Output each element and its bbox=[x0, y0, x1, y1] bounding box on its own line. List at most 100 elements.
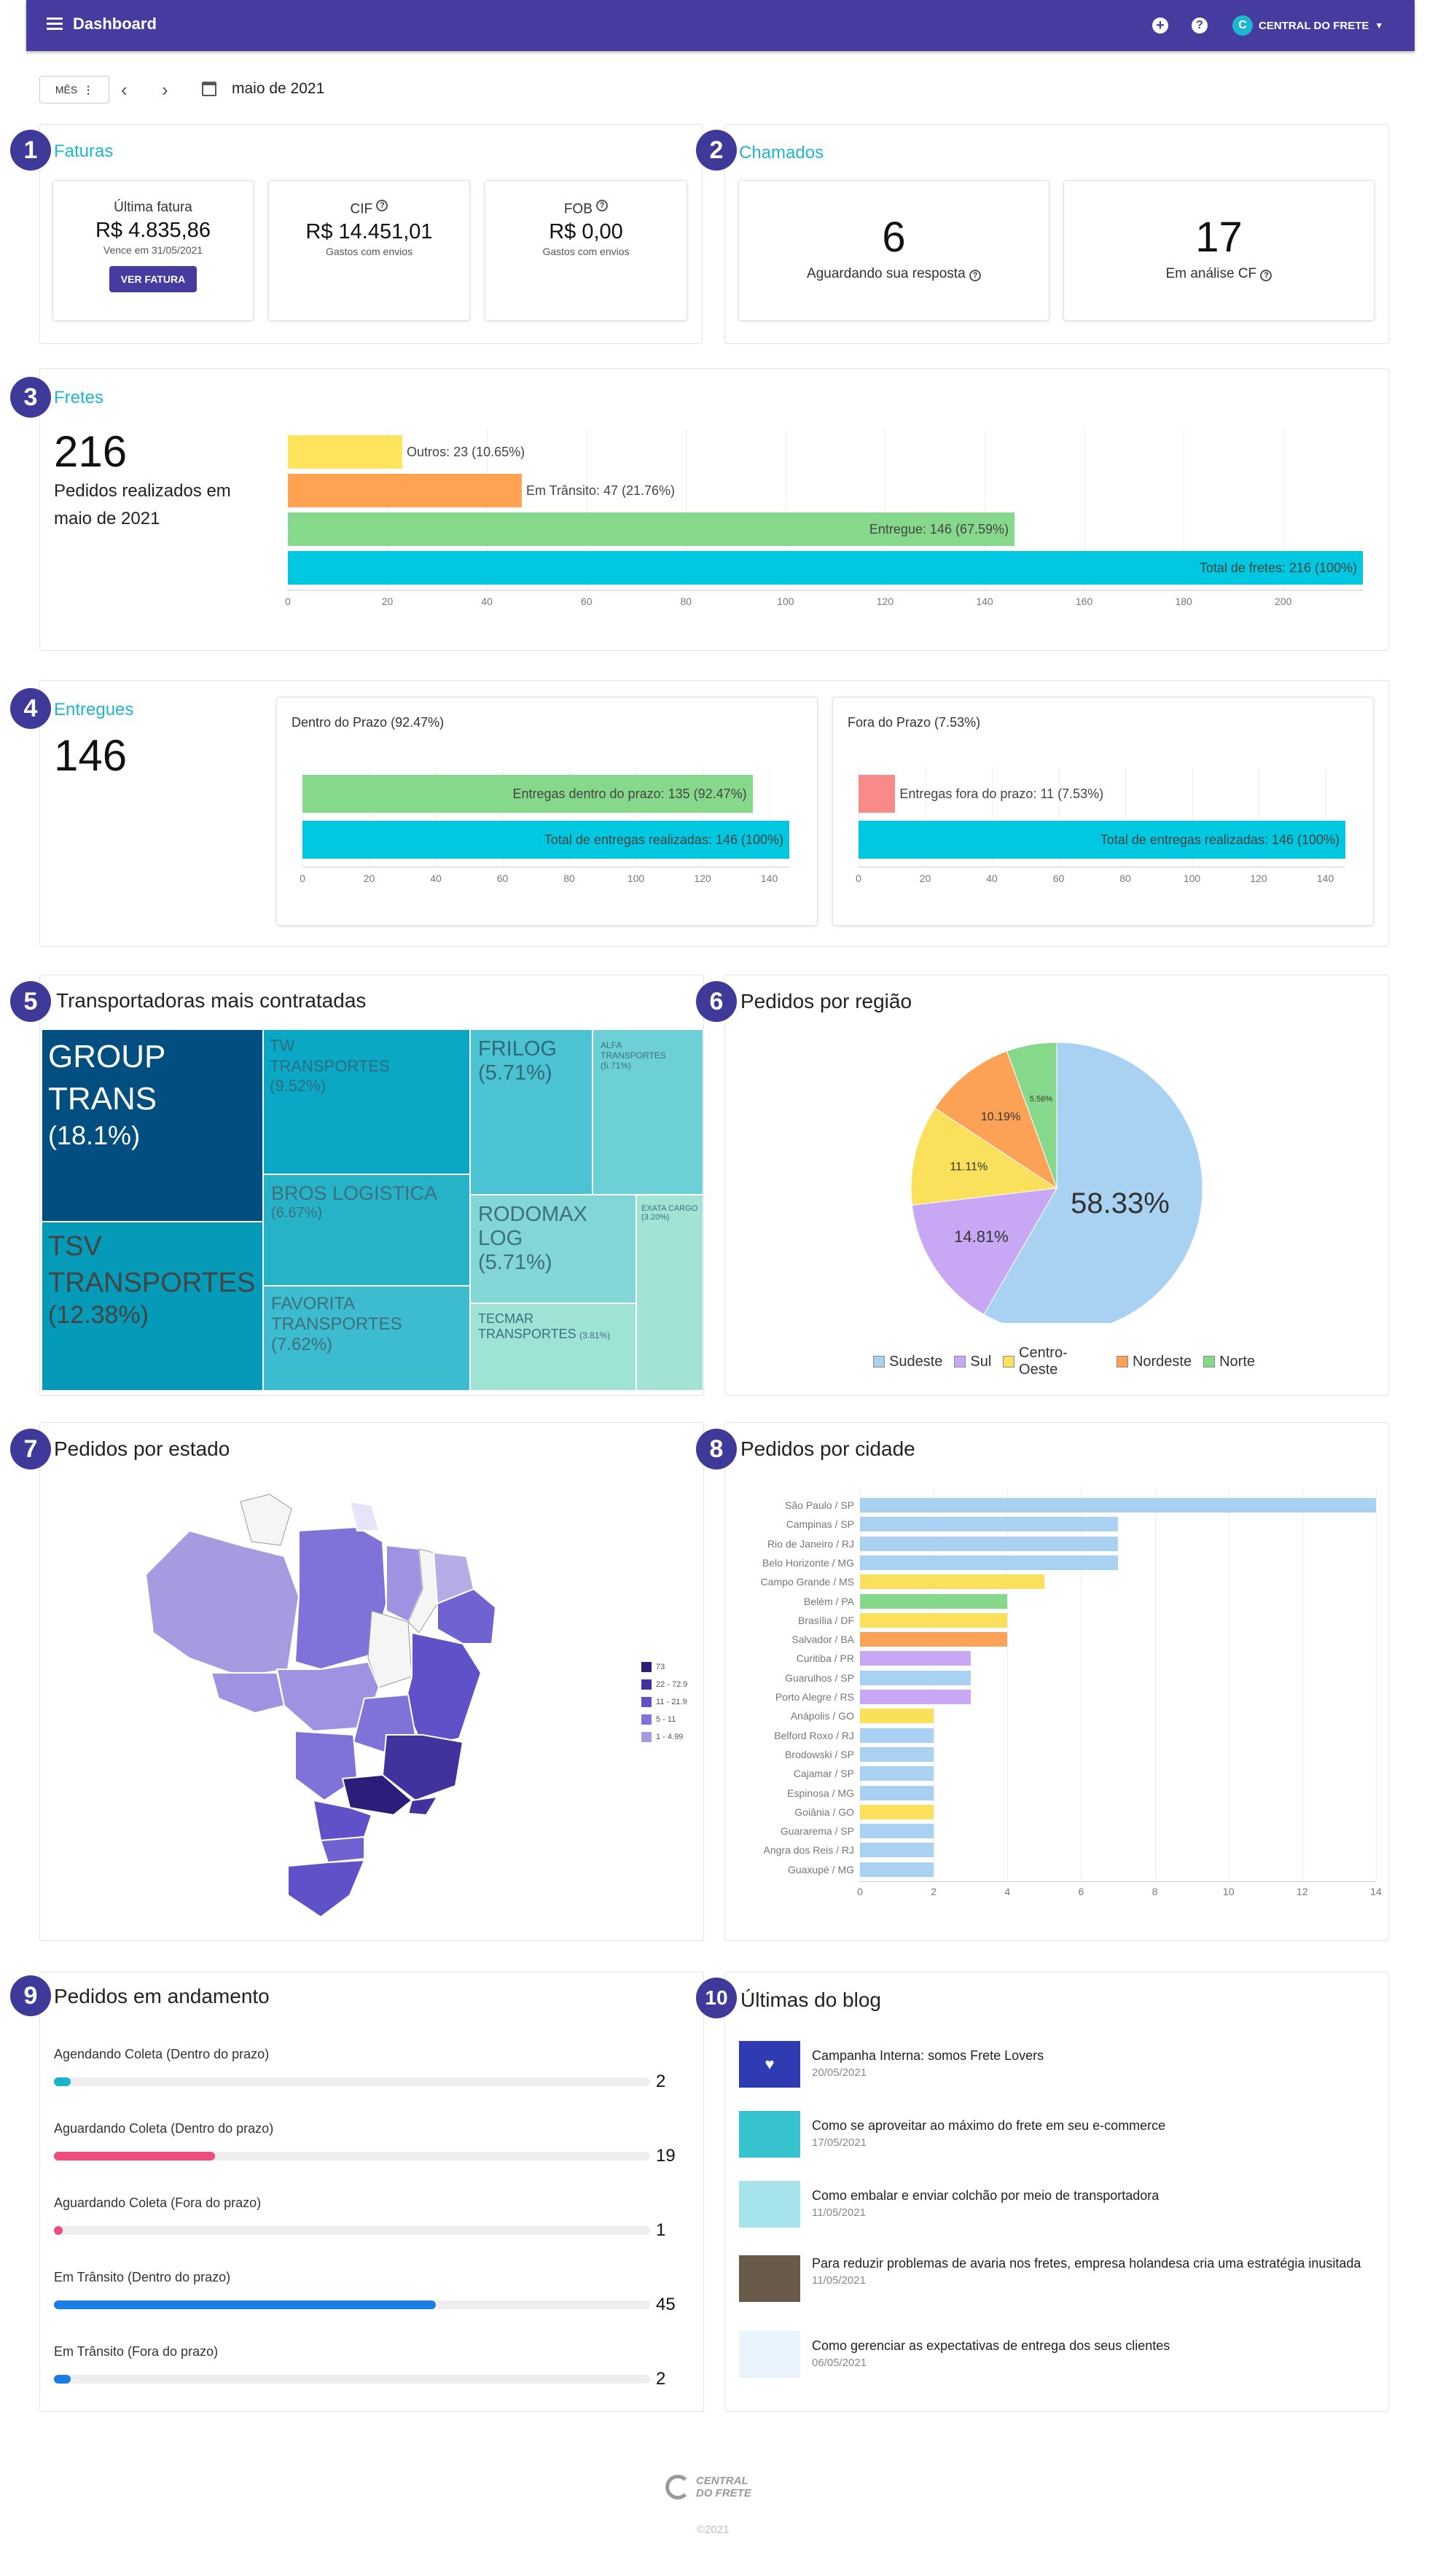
chart-bar[interactable] bbox=[860, 1593, 1008, 1609]
state-rr bbox=[240, 1494, 292, 1546]
treemap-cell[interactable]: BROS LOGISTICA (6.67%) bbox=[264, 1175, 469, 1285]
chart-bar[interactable] bbox=[860, 1728, 934, 1743]
chevron-left-icon[interactable]: ‹ bbox=[121, 79, 128, 101]
help-icon[interactable]: ? bbox=[376, 200, 388, 211]
help-icon[interactable]: ? bbox=[596, 200, 609, 211]
treemap-cell[interactable]: TECMAR TRANSPORTES (3.81%) bbox=[471, 1304, 636, 1390]
blog-item[interactable]: Para reduzir problemas de avaria nos fre… bbox=[739, 2251, 1373, 2331]
chart-bar[interactable] bbox=[860, 1612, 1008, 1628]
tick-label: 12 bbox=[1297, 1886, 1308, 1897]
period-date[interactable]: maio de 2021 bbox=[232, 80, 325, 97]
treemap-cell[interactable]: FRILOG (5.71%) bbox=[471, 1030, 592, 1194]
treemap-cell[interactable]: TSV TRANSPORTES (12.38%) bbox=[42, 1222, 262, 1390]
pie-slice[interactable] bbox=[934, 1050, 1057, 1190]
chart-bar[interactable] bbox=[860, 1517, 1118, 1532]
blog-item-date: 17/05/2021 bbox=[812, 2136, 867, 2149]
chart-bar[interactable] bbox=[860, 1843, 934, 1858]
transportadoras-title: Transportadoras mais contratadas bbox=[56, 989, 367, 1012]
aguardando-label: Aguardando sua resposta bbox=[807, 266, 966, 281]
calendar-icon[interactable] bbox=[202, 82, 216, 96]
chart-bar[interactable] bbox=[860, 1862, 934, 1877]
treemap: GROUP TRANS (18.1%) TSV TRANSPORTES (12.… bbox=[42, 1030, 703, 1390]
blog-item-title[interactable]: Como se aproveitar ao máximo do frete em… bbox=[812, 2118, 1166, 2133]
progress-row: Em Trânsito (Fora do prazo) 2 bbox=[54, 2344, 688, 2403]
treemap-cell[interactable]: GROUP TRANS (18.1%) bbox=[42, 1030, 262, 1221]
tick-label: 100 bbox=[627, 873, 645, 884]
period-mode-button[interactable]: MÊS ⋮ bbox=[39, 76, 109, 104]
add-circle-icon[interactable]: + bbox=[1152, 17, 1168, 34]
progress-count: 19 bbox=[656, 2146, 676, 2166]
chart-bar[interactable] bbox=[860, 1670, 971, 1685]
aguardando-card[interactable]: 6 Aguardando sua resposta ? bbox=[738, 180, 1049, 321]
chamados-title: Chamados bbox=[739, 143, 824, 163]
pie-slice[interactable] bbox=[911, 1187, 1057, 1315]
tick-label: 60 bbox=[580, 596, 593, 607]
blog-item-title[interactable]: Campanha Interna: somos Frete Lovers bbox=[812, 2048, 1044, 2063]
blog-item[interactable]: Como embalar e enviar colchão por meio d… bbox=[739, 2181, 1373, 2251]
bar-label: Total de entregas realizadas: 146 (100%) bbox=[544, 832, 783, 847]
chart-bar[interactable] bbox=[860, 1824, 934, 1839]
treemap-cell-pct: (7.62%) bbox=[271, 1335, 333, 1354]
blog-item[interactable]: ♥ Campanha Interna: somos Frete Lovers 20… bbox=[739, 2041, 1373, 2111]
blog-item[interactable]: Como gerenciar as expectativas de entreg… bbox=[739, 2331, 1373, 2401]
treemap-cell[interactable]: FAVORITA TRANSPORTES (7.62%) bbox=[264, 1287, 469, 1390]
treemap-cell-name: GROUP TRANS bbox=[48, 1039, 165, 1117]
chart-bar[interactable] bbox=[860, 1555, 1118, 1570]
gridline bbox=[1007, 1487, 1009, 1881]
bar-label: Total de fretes: 216 (100%) bbox=[1199, 560, 1357, 575]
analise-label: Em análise CF bbox=[1165, 266, 1257, 281]
top-app-bar: Dashboard + ? C CENTRAL DO FRETE ▼ bbox=[26, 0, 1415, 51]
chart-bar[interactable] bbox=[860, 1536, 1118, 1551]
gridline bbox=[302, 768, 303, 867]
ultima-fatura-label: Última fatura bbox=[114, 200, 192, 215]
gridline bbox=[1058, 768, 1060, 867]
treemap-cell[interactable]: RODOMAX LOG (5.71%) bbox=[471, 1195, 636, 1303]
help-circle-icon[interactable]: ? bbox=[1192, 17, 1208, 34]
ver-fatura-button[interactable]: VER FATURA bbox=[109, 266, 197, 292]
chart-bar[interactable] bbox=[860, 1785, 934, 1800]
chart-bar[interactable] bbox=[860, 1766, 934, 1781]
pie-slice[interactable] bbox=[1006, 1042, 1057, 1189]
fora-prazo-chart: 0 20 40 60 80 100 120 140 Entregas fora do prazo… bbox=[856, 768, 1361, 913]
category-label: Belém / PA bbox=[804, 1595, 854, 1607]
treemap-cell-pct: (5.71%) bbox=[478, 1061, 552, 1085]
treemap-cell[interactable]: TW TRANSPORTES (9.52%) bbox=[264, 1030, 469, 1174]
bar-label: Entregue: 146 (67.59%) bbox=[869, 521, 1009, 536]
category-label: Brasília / DF bbox=[797, 1614, 854, 1626]
progress-track bbox=[54, 2152, 650, 2161]
analise-card[interactable]: 17 Em análise CF ? bbox=[1063, 180, 1375, 321]
chart-bar[interactable] bbox=[860, 1804, 934, 1819]
cidade-bar-chart: 0 2 4 6 8 10 12 14 São Paulo / SP Campinas / SP Ri… bbox=[729, 1487, 1385, 1924]
treemap-cell[interactable]: EXATA CARGO (3.20%) bbox=[637, 1195, 703, 1390]
chart-bar[interactable] bbox=[860, 1690, 971, 1704]
chart-bar[interactable] bbox=[860, 1651, 971, 1666]
pie-slice[interactable] bbox=[910, 1107, 1058, 1206]
entregues-title: Entregues bbox=[54, 700, 134, 719]
treemap-cell-name: FAVORITA TRANSPORTES bbox=[271, 1294, 402, 1334]
bar-label: Entregas fora do prazo: 11 (7.53%) bbox=[899, 786, 1104, 801]
tick-label: 80 bbox=[563, 873, 575, 884]
tick-label: 60 bbox=[496, 873, 509, 884]
chart-bar[interactable] bbox=[860, 1498, 1376, 1513]
chart-bar[interactable] bbox=[860, 1709, 934, 1724]
chart-bar[interactable] bbox=[860, 1574, 1044, 1590]
help-icon[interactable]: ? bbox=[1260, 270, 1272, 281]
pie-slice-label: 10.19% bbox=[981, 1111, 1020, 1123]
blog-item-title[interactable]: Como embalar e enviar colchão por meio d… bbox=[812, 2188, 1160, 2203]
treemap-cell-name: BROS LOGISTICA bbox=[271, 1182, 438, 1204]
treemap-cell[interactable]: ALFA TRANSPORTES (5.71%) bbox=[593, 1030, 703, 1194]
legend-swatch bbox=[1003, 1356, 1015, 1367]
blog-item[interactable]: Como se aproveitar ao máximo do frete em… bbox=[739, 2111, 1373, 2181]
account-menu[interactable]: C CENTRAL DO FRETE ▼ bbox=[1232, 15, 1383, 36]
category-label: Curitiba / PR bbox=[796, 1652, 854, 1665]
gridline bbox=[686, 430, 687, 590]
chart-bar[interactable] bbox=[860, 1746, 934, 1762]
heart-icon: ♥ bbox=[765, 2055, 775, 2073]
menu-icon[interactable] bbox=[47, 17, 63, 31]
chevron-right-icon[interactable]: › bbox=[162, 79, 168, 101]
blog-item-title[interactable]: Para reduzir problemas de avaria nos fre… bbox=[812, 2256, 1361, 2271]
chart-bar[interactable] bbox=[860, 1632, 1008, 1647]
progress-track bbox=[54, 2375, 650, 2384]
help-icon[interactable]: ? bbox=[969, 270, 981, 281]
blog-item-title[interactable]: Como gerenciar as expectativas de entreg… bbox=[812, 2338, 1170, 2353]
